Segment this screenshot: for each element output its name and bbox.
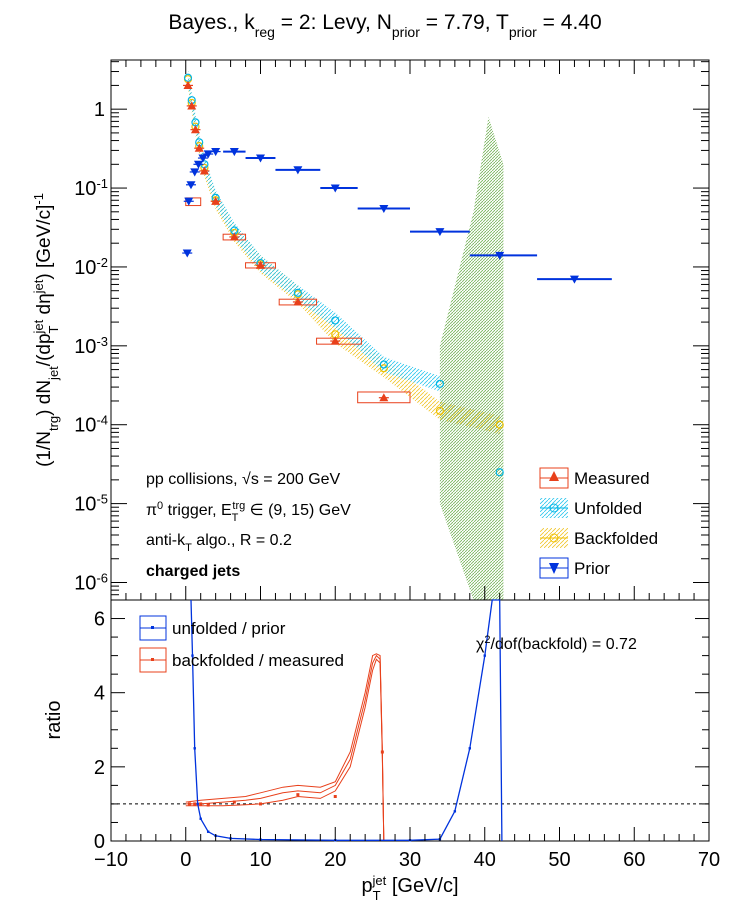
spectrum-y-tick-label: 10-1 — [74, 176, 108, 201]
spectrum-y-tick-label: 10-3 — [74, 333, 108, 358]
unfolded-prior-ratio-marker — [483, 654, 486, 657]
annotation-collisions: pp collisions, √s = 200 GeV — [146, 471, 341, 488]
backfolded-ratio-marker — [206, 803, 210, 807]
x-tick-label: 20 — [324, 849, 346, 871]
backfolded-ratio-marker — [193, 802, 197, 806]
unfolded-prior-ratio-marker — [196, 802, 199, 806]
spectrum-y-tick-label: 1 — [94, 99, 105, 121]
backfolded-ratio-marker — [380, 750, 384, 754]
backfolded-ratio-marker — [199, 802, 203, 806]
spectrum-y-tick-label: 10-5 — [74, 491, 108, 516]
unfolded-prior-ratio-marker — [468, 747, 471, 750]
backfolded-ratio-marker — [333, 795, 337, 799]
unfolded-prior-ratio-marker — [453, 810, 457, 813]
ratio-legend: unfolded / prior backfolded / measured — [139, 615, 344, 673]
unfolded-band — [188, 70, 440, 392]
ratio-y-tick-label: 0 — [94, 831, 105, 853]
x-tick-label: −10 — [94, 849, 128, 871]
spectrum-plot-frame — [110, 59, 710, 601]
chart-title: Bayes., kreg = 2: Levy, Nprior = 7.79, T… — [168, 11, 601, 40]
x-tick-label: 0 — [180, 849, 191, 871]
unfolded-marker — [435, 379, 444, 388]
x-tick-label: 50 — [548, 849, 570, 871]
unfolded-prior-ratio-marker — [191, 654, 194, 657]
x-tick-label: 30 — [399, 849, 421, 871]
legend-measured: Measured — [539, 467, 650, 489]
unfolded-prior-ratio-marker — [199, 817, 202, 820]
legend-unfolded-over-prior: unfolded / prior — [139, 615, 286, 641]
svg-text:Measured: Measured — [574, 469, 650, 488]
measured-error-box — [357, 391, 411, 404]
backfolded-ratio-marker — [187, 802, 191, 806]
unfolded-marker — [379, 360, 388, 369]
ratio-y-tick-label: 6 — [94, 609, 105, 631]
unfolded-prior-ratio-line — [190, 599, 503, 842]
svg-text:backfolded / measured: backfolded / measured — [172, 651, 344, 670]
spectrum-annotations: pp collisions, √s = 200 GeV π0 trigger, … — [146, 471, 351, 580]
chi2-annotation: χ2/dof(backfold) = 0.72 — [476, 634, 637, 653]
x-tick-label: 70 — [698, 849, 720, 871]
unfolded-prior-ratio-marker — [206, 830, 210, 833]
ratio-y-tick-label: 2 — [94, 757, 105, 779]
spectrum-y-tick-label: 10-6 — [74, 570, 108, 595]
unfolded-prior-ratio-marker — [193, 747, 196, 750]
unfolded-marker — [293, 288, 302, 297]
spectrum-panel: 1 10-1 10-2 10-3 10-4 10-5 10-6 — [74, 59, 710, 601]
annotation-charged-jets: charged jets — [146, 563, 240, 580]
x-tick-label: 60 — [623, 849, 645, 871]
legend-backfolded-over-measured: backfolded / measured — [139, 647, 344, 673]
unfolded-marker — [495, 468, 504, 477]
spectrum-y-tick-label: 10-4 — [74, 412, 108, 437]
legend-unfolded: Unfolded — [540, 498, 642, 518]
backfolded-marker — [435, 406, 444, 415]
backfolded-ratio-marker — [232, 800, 236, 804]
unfolded-marker — [331, 316, 340, 325]
spectrum-y-tick-label: 10-2 — [74, 254, 108, 279]
annotation-algo: anti-kT algo., R = 0.2 — [146, 532, 292, 554]
svg-text:Unfolded: Unfolded — [574, 499, 642, 518]
backfolded-ratio-marker — [259, 802, 262, 806]
svg-text:Backfolded: Backfolded — [574, 529, 658, 548]
legend-prior: Prior — [539, 557, 610, 579]
backfolded-ratio-marker — [296, 793, 300, 797]
backfolded-ratio-line — [185, 654, 385, 842]
annotation-trigger: π0 trigger, ETtrg ∈ (9, 15) GeV — [146, 500, 351, 524]
backfolded-marker — [379, 364, 388, 373]
spectrum-y-axis-label: (1/Ntrg) dNjet/(dpTjet dηjet) [GeV/c]-1 — [31, 193, 61, 467]
backfolded-marker — [495, 420, 504, 429]
backfolded-ratio-band-upper — [185, 653, 385, 842]
svg-text:unfolded / prior: unfolded / prior — [172, 619, 286, 638]
ratio-y-axis-label: ratio — [43, 701, 65, 740]
backfolded-ratio-band-lower — [185, 658, 385, 842]
ratio-y-tick-label: 4 — [94, 683, 105, 705]
spectrum-legend: Measured Unfolded Backfolded Prior — [539, 467, 658, 579]
x-tick-label: 40 — [474, 849, 496, 871]
svg-text:Prior: Prior — [574, 559, 610, 578]
x-axis-label: pTjet [GeV/c] — [361, 873, 458, 903]
x-tick-label: 10 — [249, 849, 271, 871]
legend-backfolded: Backfolded — [540, 528, 658, 548]
unfolded-uncertainty-band-tail — [439, 116, 504, 601]
